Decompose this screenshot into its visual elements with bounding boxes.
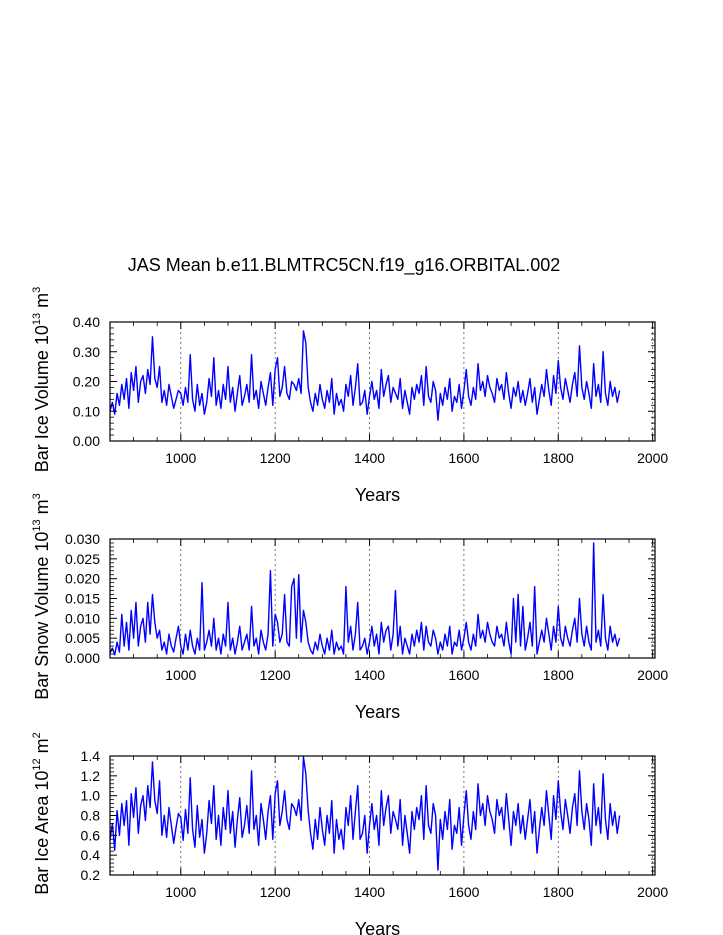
x-tick-label: 1800 bbox=[543, 884, 574, 900]
x-axis-label: Years bbox=[355, 919, 400, 935]
x-axis-label: Years bbox=[355, 702, 400, 722]
x-tick-label: 1200 bbox=[260, 450, 291, 466]
chart-panel-2: 1000 1200 1400 1600 1800 2000 0.000 0.005 0.010 0… bbox=[31, 493, 668, 722]
x-tick-label: 1600 bbox=[448, 667, 479, 683]
y-axis-label: Bar Ice Area 1012 m2 bbox=[31, 732, 52, 894]
y-tick-label: 1.0 bbox=[81, 788, 101, 804]
y-tick-label: 0.030 bbox=[65, 531, 100, 547]
y-tick-label: 0.40 bbox=[73, 314, 100, 330]
x-tick-label: 2000 bbox=[637, 667, 668, 683]
x-tick-label: 1800 bbox=[543, 450, 574, 466]
x-tick-label: 1400 bbox=[354, 450, 385, 466]
y-tick-label: 1.4 bbox=[81, 748, 101, 764]
y-tick-label: 0.025 bbox=[65, 551, 100, 567]
series-line bbox=[109, 542, 621, 656]
y-tick-label: 1.2 bbox=[81, 768, 101, 784]
y-tick-label: 0.30 bbox=[73, 344, 100, 360]
chart-panel-1: 1000 1200 1400 1600 1800 2000 0.00 0.10 0.20 0.30… bbox=[31, 287, 668, 505]
x-tick-label: 1800 bbox=[543, 667, 574, 683]
x-tick-label: 1200 bbox=[260, 884, 291, 900]
series-line bbox=[109, 330, 621, 421]
x-tick-label: 1600 bbox=[448, 450, 479, 466]
chart-panel-3: 1000 1200 1400 1600 1800 2000 0.2 0.4 0.6 0.8 1.0 1… bbox=[31, 732, 668, 935]
x-tick-label: 2000 bbox=[637, 450, 668, 466]
y-axis-label: Bar Snow Volume 1013 m3 bbox=[31, 493, 52, 699]
y-tick-label: 0.00 bbox=[73, 433, 100, 449]
y-tick-label: 0.015 bbox=[65, 591, 100, 607]
x-tick-label: 1200 bbox=[260, 667, 291, 683]
y-tick-label: 0.4 bbox=[81, 847, 101, 863]
y-tick-label: 0.005 bbox=[65, 630, 100, 646]
x-tick-label: 1000 bbox=[165, 884, 196, 900]
y-tick-label: 0.20 bbox=[73, 374, 100, 390]
x-tick-label: 1000 bbox=[165, 667, 196, 683]
x-tick-label: 1000 bbox=[165, 450, 196, 466]
y-axis-label: Bar Ice Volume 1013 m3 bbox=[31, 287, 52, 472]
y-tick-label: 0.8 bbox=[81, 808, 101, 824]
y-tick-label: 0.000 bbox=[65, 650, 100, 666]
y-tick-label: 0.10 bbox=[73, 403, 100, 419]
y-tick-label: 0.010 bbox=[65, 610, 100, 626]
series-line bbox=[109, 756, 621, 871]
x-tick-label: 1400 bbox=[354, 667, 385, 683]
y-tick-label: 0.6 bbox=[81, 827, 101, 843]
y-tick-label: 0.2 bbox=[81, 867, 101, 883]
x-tick-label: 1400 bbox=[354, 884, 385, 900]
y-tick-label: 0.020 bbox=[65, 571, 100, 587]
x-tick-label: 2000 bbox=[637, 884, 668, 900]
x-tick-label: 1600 bbox=[448, 884, 479, 900]
x-axis-label: Years bbox=[355, 485, 400, 505]
chart-title: JAS Mean b.e11.BLMTRC5CN.f19_g16.ORBITAL… bbox=[128, 255, 561, 276]
